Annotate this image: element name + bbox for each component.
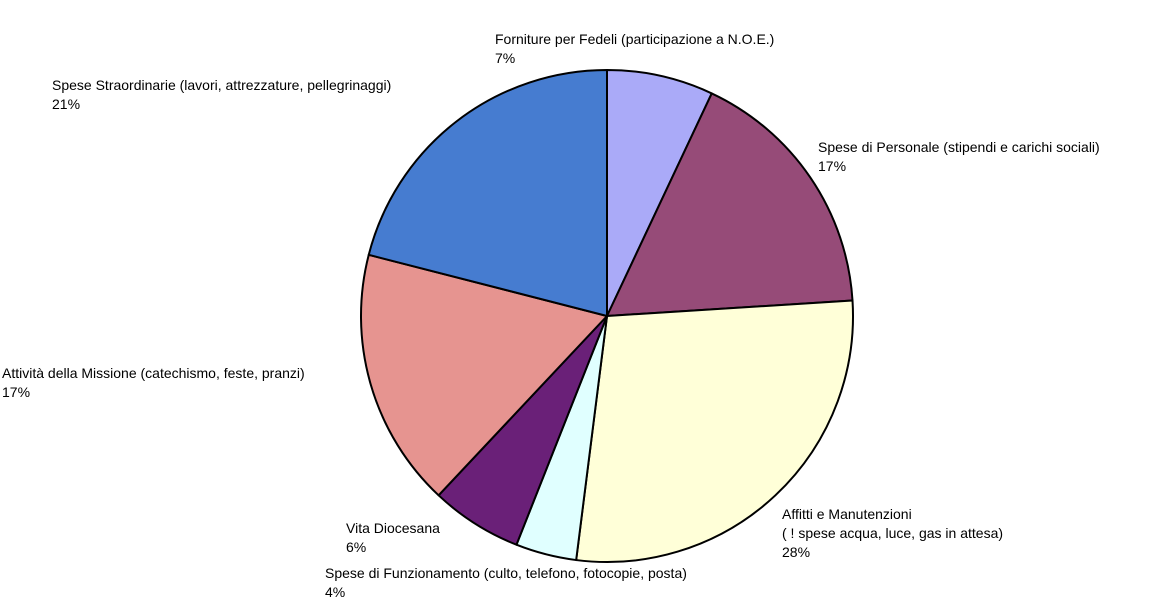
value-label: 17% (2, 384, 31, 400)
slice-label: Forniture per Fedeli (participazione a N… (495, 30, 774, 68)
category-label: Forniture per Fedeli (participazione a N… (495, 31, 775, 47)
category-label: Attività della Missione (catechismo, fes… (2, 365, 305, 381)
value-label: 4% (325, 584, 346, 600)
slice-label: Attività della Missione (catechismo, fes… (2, 364, 305, 402)
pie-slice (367, 69, 608, 317)
category-label: Spese Straordinarie (lavori, attrezzatur… (52, 77, 392, 93)
slice-label: Spese di Personale (stipendi e carichi s… (818, 138, 1100, 176)
pie-slice (575, 299, 854, 563)
pie-slice (606, 69, 713, 317)
slice-label: Affitti e Manutenzioni ( ! spese acqua, … (782, 505, 1003, 562)
value-label: 21% (52, 96, 81, 112)
category-label: Vita Diocesana (346, 520, 440, 536)
slice-label: Spese di Funzionamento (culto, telefono,… (325, 564, 687, 602)
value-label: 6% (346, 539, 367, 555)
category-label: Affitti e Manutenzioni ( ! spese acqua, … (782, 506, 1004, 541)
category-label: Spese di Personale (stipendi e carichi s… (818, 139, 1100, 155)
value-label: 17% (818, 158, 847, 174)
value-label: 7% (495, 50, 516, 66)
slice-label: Spese Straordinarie (lavori, attrezzatur… (52, 76, 391, 114)
value-label: 28% (782, 544, 811, 560)
pie-slice (606, 92, 854, 317)
category-label: Spese di Funzionamento (culto, telefono,… (325, 565, 687, 581)
slice-label: Vita Diocesana 6% (346, 519, 440, 557)
pie-slice (360, 253, 608, 497)
